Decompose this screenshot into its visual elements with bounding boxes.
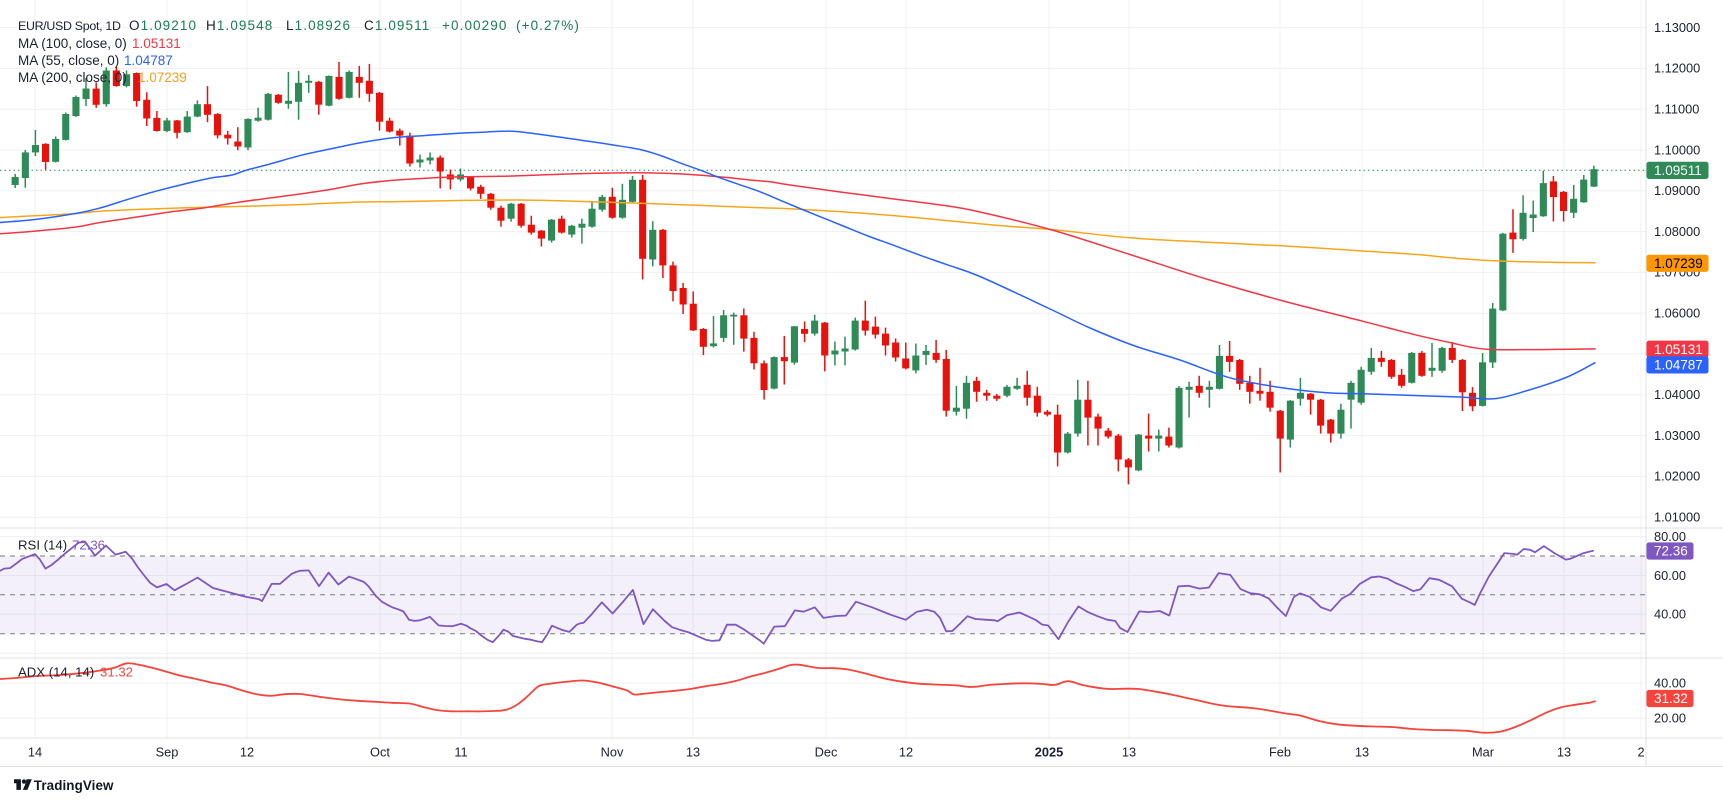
svg-text:13: 13 xyxy=(686,745,700,760)
svg-text:1.05131: 1.05131 xyxy=(132,36,181,51)
svg-text:80.00: 80.00 xyxy=(1654,529,1686,544)
svg-text:1.10000: 1.10000 xyxy=(1654,142,1700,157)
svg-text:ADX (14, 14): ADX (14, 14) xyxy=(18,665,94,680)
svg-text:31.32: 31.32 xyxy=(100,665,133,680)
svg-text:Oct: Oct xyxy=(370,745,390,760)
svg-text:72.36: 72.36 xyxy=(72,538,105,553)
svg-text:1.09000: 1.09000 xyxy=(1654,183,1700,198)
svg-text:20.00: 20.00 xyxy=(1654,711,1686,726)
svg-text:13: 13 xyxy=(1557,745,1571,760)
svg-text:RSI (14): RSI (14) xyxy=(18,538,67,553)
svg-text:60.00: 60.00 xyxy=(1654,568,1686,583)
svg-text:1.04787: 1.04787 xyxy=(1654,358,1703,373)
svg-text:1.04000: 1.04000 xyxy=(1654,387,1700,402)
svg-text:1.04787: 1.04787 xyxy=(124,53,173,68)
svg-text:40.00: 40.00 xyxy=(1654,675,1686,690)
svg-text:13: 13 xyxy=(1355,745,1369,760)
svg-text:Feb: Feb xyxy=(1269,745,1291,760)
svg-text:1.09511: 1.09511 xyxy=(1654,163,1702,178)
svg-text:1.08000: 1.08000 xyxy=(1654,224,1700,239)
svg-text:Mar: Mar xyxy=(1472,745,1495,760)
svg-text:1.05131: 1.05131 xyxy=(1654,342,1703,357)
svg-text:1.02000: 1.02000 xyxy=(1654,469,1700,484)
svg-text:MA (55, close, 0): MA (55, close, 0) xyxy=(18,53,119,68)
svg-text:12: 12 xyxy=(240,745,254,760)
svg-text:Dec: Dec xyxy=(815,745,838,760)
svg-text:1.03000: 1.03000 xyxy=(1654,428,1700,443)
svg-text:1.06000: 1.06000 xyxy=(1654,306,1700,321)
svg-text:1.13000: 1.13000 xyxy=(1654,20,1700,35)
svg-text:1.12000: 1.12000 xyxy=(1654,61,1700,76)
svg-text:2: 2 xyxy=(1637,745,1644,760)
svg-text:72.36: 72.36 xyxy=(1654,544,1688,559)
svg-text:1.07239: 1.07239 xyxy=(138,70,187,85)
svg-text:1.11000: 1.11000 xyxy=(1654,102,1699,117)
svg-text:13: 13 xyxy=(1122,745,1136,760)
svg-text:Nov: Nov xyxy=(601,745,624,760)
svg-text:31.32: 31.32 xyxy=(1654,691,1688,706)
svg-text:1.01000: 1.01000 xyxy=(1654,510,1700,525)
svg-text:40.00: 40.00 xyxy=(1654,607,1686,622)
svg-text:EUR/USD Spot, 1D: EUR/USD Spot, 1D xyxy=(18,19,121,33)
svg-text:TradingView: TradingView xyxy=(34,778,114,793)
svg-text:12: 12 xyxy=(899,745,913,760)
svg-text:2025: 2025 xyxy=(1035,745,1063,760)
svg-text:1.07239: 1.07239 xyxy=(1654,256,1703,271)
svg-text:MA (100, close, 0): MA (100, close, 0) xyxy=(18,36,127,51)
svg-text:14: 14 xyxy=(28,745,42,760)
svg-text:MA (200, close, 0): MA (200, close, 0) xyxy=(18,70,127,85)
svg-text:11: 11 xyxy=(454,745,467,760)
svg-text:Sep: Sep xyxy=(156,745,179,760)
